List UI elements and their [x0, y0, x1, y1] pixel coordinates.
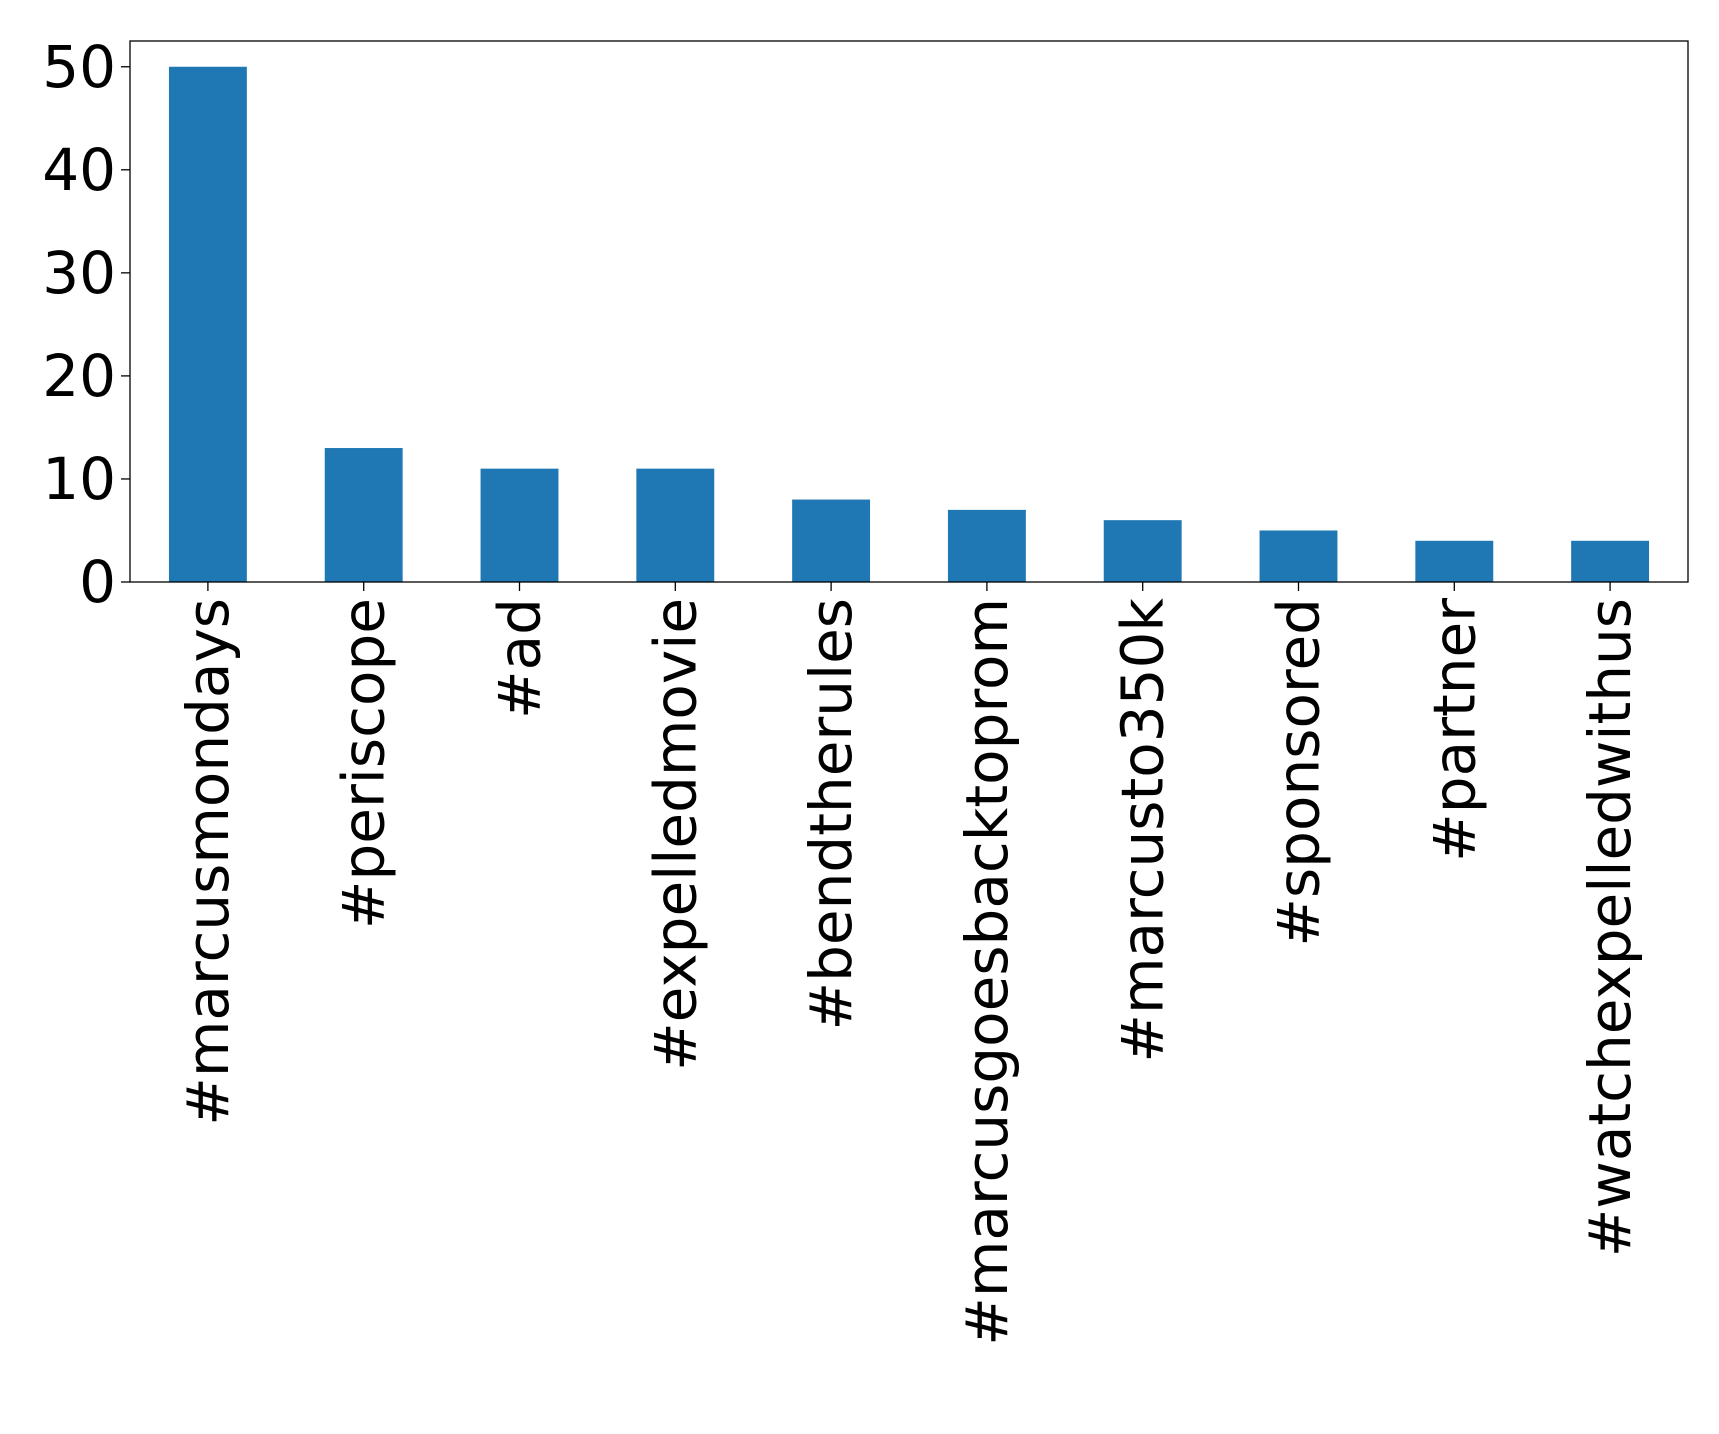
bar	[1415, 540, 1494, 582]
bar	[792, 499, 871, 582]
x-tick-label: #marcusgoesbacktoprom	[953, 598, 1021, 1346]
bar	[636, 468, 715, 582]
x-tick-label: #marcusmondays	[174, 598, 242, 1126]
x-tick-label: #expelledmovie	[641, 598, 709, 1071]
x-tick-label: #marcusto350k	[1109, 598, 1177, 1063]
bar	[1571, 540, 1650, 582]
bar	[1103, 520, 1182, 582]
x-tick-label: #ad	[486, 598, 554, 719]
bar	[947, 509, 1026, 582]
bar	[168, 66, 247, 582]
bar	[1259, 530, 1338, 582]
y-tick-label: 0	[79, 548, 116, 616]
bars-group	[168, 66, 1650, 582]
x-tick-label: #bendtherules	[797, 598, 865, 1030]
y-tick-label: 20	[42, 342, 116, 410]
bar	[480, 468, 559, 582]
bar	[324, 448, 403, 582]
y-tick-label: 10	[42, 445, 116, 513]
x-axis: #marcusmondays #periscope #ad #expelledmovi…	[174, 582, 1644, 1346]
y-tick-label: 40	[42, 136, 116, 204]
x-tick-label: #partner	[1420, 598, 1488, 862]
y-axis: 0 10 20 30 40 50	[42, 33, 130, 616]
y-tick-label: 50	[42, 33, 116, 101]
x-tick-label: #watchexpelledwithus	[1576, 598, 1644, 1257]
y-tick-label: 30	[42, 239, 116, 307]
x-tick-label: #sponsored	[1265, 598, 1333, 947]
plot-frame	[129, 40, 1689, 583]
x-tick-label: #periscope	[330, 598, 398, 929]
